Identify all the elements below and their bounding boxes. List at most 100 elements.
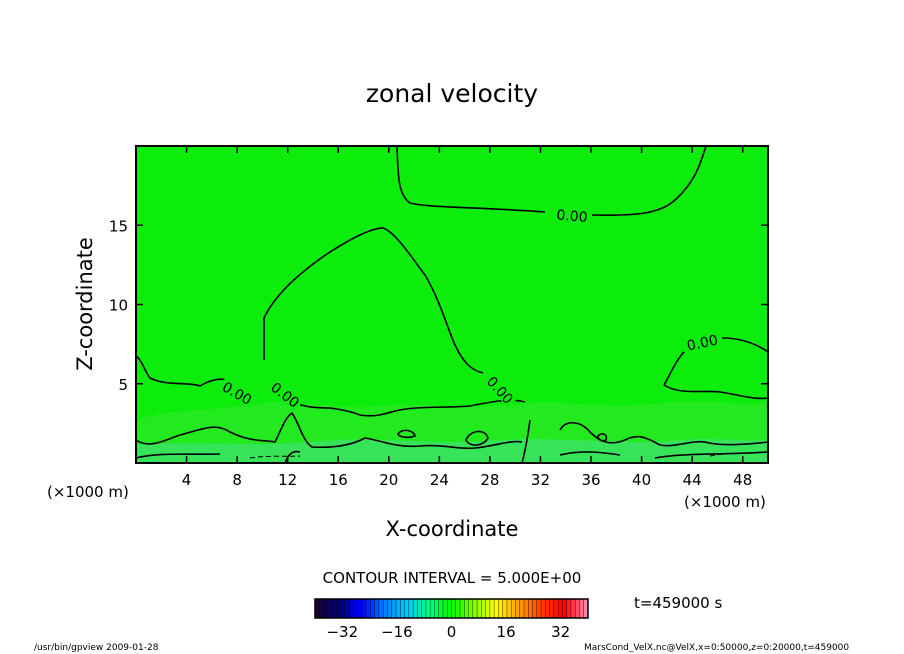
colorbar-cell (366, 599, 371, 618)
contour-lines (135, 145, 769, 464)
x-tick-label-3: 16 (329, 471, 348, 489)
colorbar-cell (353, 599, 358, 618)
y-tick-label-2: 15 (109, 217, 128, 235)
colorbar-cell (438, 599, 444, 618)
time-label: t=459000 s (634, 594, 722, 612)
colorbar-cell (566, 599, 572, 618)
colorbar (314, 598, 589, 619)
colorbar-cell (387, 599, 393, 618)
colorbar-cell (396, 599, 401, 618)
colorbar-frame (314, 598, 589, 619)
contour-right (663, 337, 769, 400)
colorbar-cell (528, 599, 533, 618)
colorbar-cell (315, 599, 320, 618)
contour-interval: CONTOUR INTERVAL = 5.000E+00 (323, 569, 582, 587)
colorbar-cell (575, 599, 580, 618)
colorbar-cell (400, 599, 405, 618)
colorbar-tick-label-4: 32 (551, 623, 570, 641)
y-tick-label-1: 10 (109, 297, 128, 315)
colorbar-cell (413, 599, 418, 618)
colorbar-cell (383, 599, 388, 618)
colorbar-cell (417, 599, 422, 618)
plot-area: 0.000.00 0.00 0.000.00 (135, 145, 769, 464)
colorbar-cell (421, 599, 427, 618)
colorbar-cell (468, 599, 474, 618)
contour-small-3 (597, 433, 608, 442)
colorbar-cell (519, 599, 525, 618)
contour-dome (263, 227, 531, 464)
colorbar-cell (323, 599, 329, 618)
dashed-contours (249, 451, 761, 459)
colorbar-cell (549, 599, 555, 618)
colorbar-cell (455, 599, 461, 618)
footer-right: MarsCond_VelX.nc@VelX,x=0:50000,z=0:2000… (584, 643, 849, 653)
colorbar-cell (430, 599, 435, 618)
y-axis: 5 10 15 (109, 217, 768, 394)
colorbar-cell (477, 599, 482, 618)
x-axis: 4 8 12 16 20 24 28 32 36 40 44 48 (182, 146, 752, 489)
x-tick-label-10: 44 (683, 471, 702, 489)
y-tick-label-0: 5 (118, 376, 128, 394)
colorbar-cell (361, 599, 367, 618)
colorbar-tick-label-1: −16 (381, 623, 413, 641)
x-tick-label-7: 32 (531, 471, 550, 489)
footer-left: /usr/bin/gpview 2009-01-28 (34, 643, 159, 653)
colorbar-cell (524, 599, 529, 618)
colorbar-cell (579, 599, 585, 618)
colorbar-cell (442, 599, 448, 618)
colorbar-cell (374, 599, 380, 618)
contour-left-low (135, 355, 526, 417)
contour-upper-right (396, 145, 707, 217)
contour-label-4: 0.00 (686, 332, 720, 354)
contour-small-2 (465, 430, 489, 446)
colorbar-tick-label-0: −32 (326, 623, 358, 641)
x-tick-label-0: 4 (182, 471, 192, 489)
colorbar-cell (515, 599, 521, 618)
colorbar-tick-label-3: 16 (497, 623, 516, 641)
contour-bottom (135, 450, 769, 464)
x-tick-label-2: 12 (278, 471, 297, 489)
colorbar-cell (485, 599, 491, 618)
colorbar-cell (340, 599, 346, 618)
colorbar-cell (583, 599, 589, 618)
colorbar-cell (489, 599, 495, 618)
contour-labels: 0.000.00 0.00 0.000.00 (218, 205, 722, 412)
colorbar-cell (511, 599, 516, 618)
colorbar-cell (391, 599, 397, 618)
colorbar-cell (327, 599, 333, 618)
colorbar-cell (434, 599, 440, 618)
colorbar-cell (378, 599, 384, 618)
colorbar-ticks: −32 −16 0 16 32 (326, 623, 570, 641)
colorbar-cell (319, 599, 324, 618)
colorbar-cell (349, 599, 354, 618)
colorbar-cell (481, 599, 486, 618)
colorbar-cell (357, 599, 363, 618)
colorbar-cell (536, 599, 542, 618)
x-tick-label-11: 48 (733, 471, 752, 489)
colorbar-cell (541, 599, 546, 618)
colorbar-cell (506, 599, 512, 618)
x-unit-left: (×1000 m) (47, 483, 129, 501)
colorbar-cell (425, 599, 431, 618)
colorbar-cell (553, 599, 559, 618)
chart-title: zonal velocity (366, 79, 538, 108)
colorbar-cell (545, 599, 550, 618)
colorbar-cell (472, 599, 478, 618)
colorbar-tick-label-2: 0 (447, 623, 457, 641)
x-tick-label-5: 24 (430, 471, 449, 489)
colorbar-cell (404, 599, 410, 618)
colorbar-cell (570, 599, 576, 618)
colorbar-cell (498, 599, 503, 618)
x-tick-label-9: 40 (632, 471, 651, 489)
x-tick-label-4: 20 (379, 471, 398, 489)
x-tick-label-1: 8 (232, 471, 242, 489)
colorbar-cell (336, 599, 341, 618)
colorbar-cell (447, 599, 452, 618)
colorbar-cell (332, 599, 337, 618)
x-unit-right: (×1000 m) (684, 493, 766, 511)
colorbar-cell (502, 599, 508, 618)
colorbar-cell (558, 599, 563, 618)
colorbar-cell (344, 599, 350, 618)
y-axis-label: Z-coordinate (73, 237, 97, 371)
